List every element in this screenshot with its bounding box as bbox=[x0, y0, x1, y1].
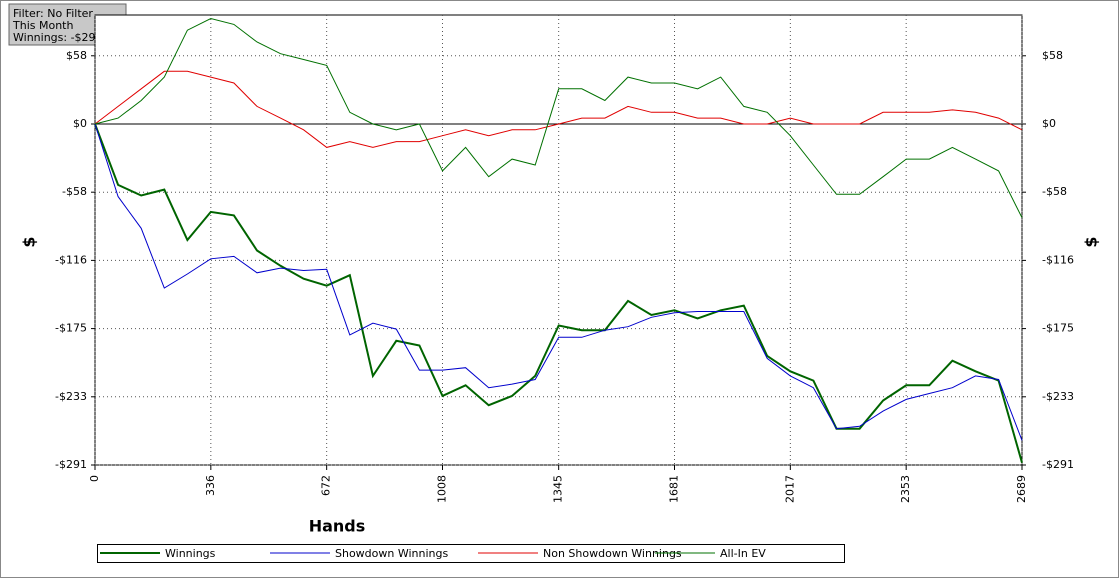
series-line bbox=[94, 17, 1023, 218]
x-axis-title: Hands bbox=[309, 517, 366, 536]
x-tick-label: 1681 bbox=[668, 475, 681, 503]
y-tick-label: -$175 bbox=[55, 322, 87, 335]
y-tick-label: $58 bbox=[66, 49, 87, 62]
legend-label: Non Showdown Winnings bbox=[543, 547, 682, 560]
legend bbox=[97, 544, 845, 563]
y-tick-label: $0 bbox=[73, 117, 87, 130]
x-tick-label: 1008 bbox=[435, 475, 448, 503]
y2-tick-label: $58 bbox=[1042, 49, 1063, 62]
y-tick-label: -$233 bbox=[55, 390, 87, 403]
filter-text: This Month bbox=[12, 19, 73, 32]
y2-tick-label: -$116 bbox=[1042, 253, 1074, 266]
y2-tick-label: $0 bbox=[1042, 117, 1056, 130]
legend-label: Showdown Winnings bbox=[335, 547, 449, 560]
x-tick-label: 2017 bbox=[783, 475, 796, 503]
filter-text: Filter: No Filter bbox=[13, 7, 93, 20]
y2-tick-label: -$233 bbox=[1042, 390, 1074, 403]
y-axis-title: $ bbox=[20, 236, 39, 247]
x-tick-label: 336 bbox=[204, 475, 217, 496]
filter-text: Winnings: -$290.57 bbox=[13, 31, 120, 44]
y2-tick-label: -$58 bbox=[1042, 185, 1067, 198]
series-line bbox=[94, 70, 1023, 148]
legend-label: Winnings bbox=[165, 547, 216, 560]
x-tick-label: 2353 bbox=[899, 475, 912, 503]
y-tick-label: -$58 bbox=[62, 185, 87, 198]
y-tick-label: -$291 bbox=[55, 458, 87, 471]
y2-tick-label: -$291 bbox=[1042, 458, 1074, 471]
y2-axis-title: $ bbox=[1082, 236, 1101, 247]
x-tick-label: 2689 bbox=[1015, 475, 1028, 503]
y-tick-label: -$116 bbox=[55, 253, 87, 266]
x-tick-label: 1345 bbox=[552, 475, 565, 503]
x-tick-label: 672 bbox=[320, 475, 333, 496]
x-tick-label: 0 bbox=[88, 475, 101, 482]
series-line bbox=[94, 123, 1023, 463]
series-line bbox=[94, 123, 1023, 441]
y2-tick-label: -$175 bbox=[1042, 322, 1074, 335]
legend-label: All-In EV bbox=[720, 547, 766, 560]
